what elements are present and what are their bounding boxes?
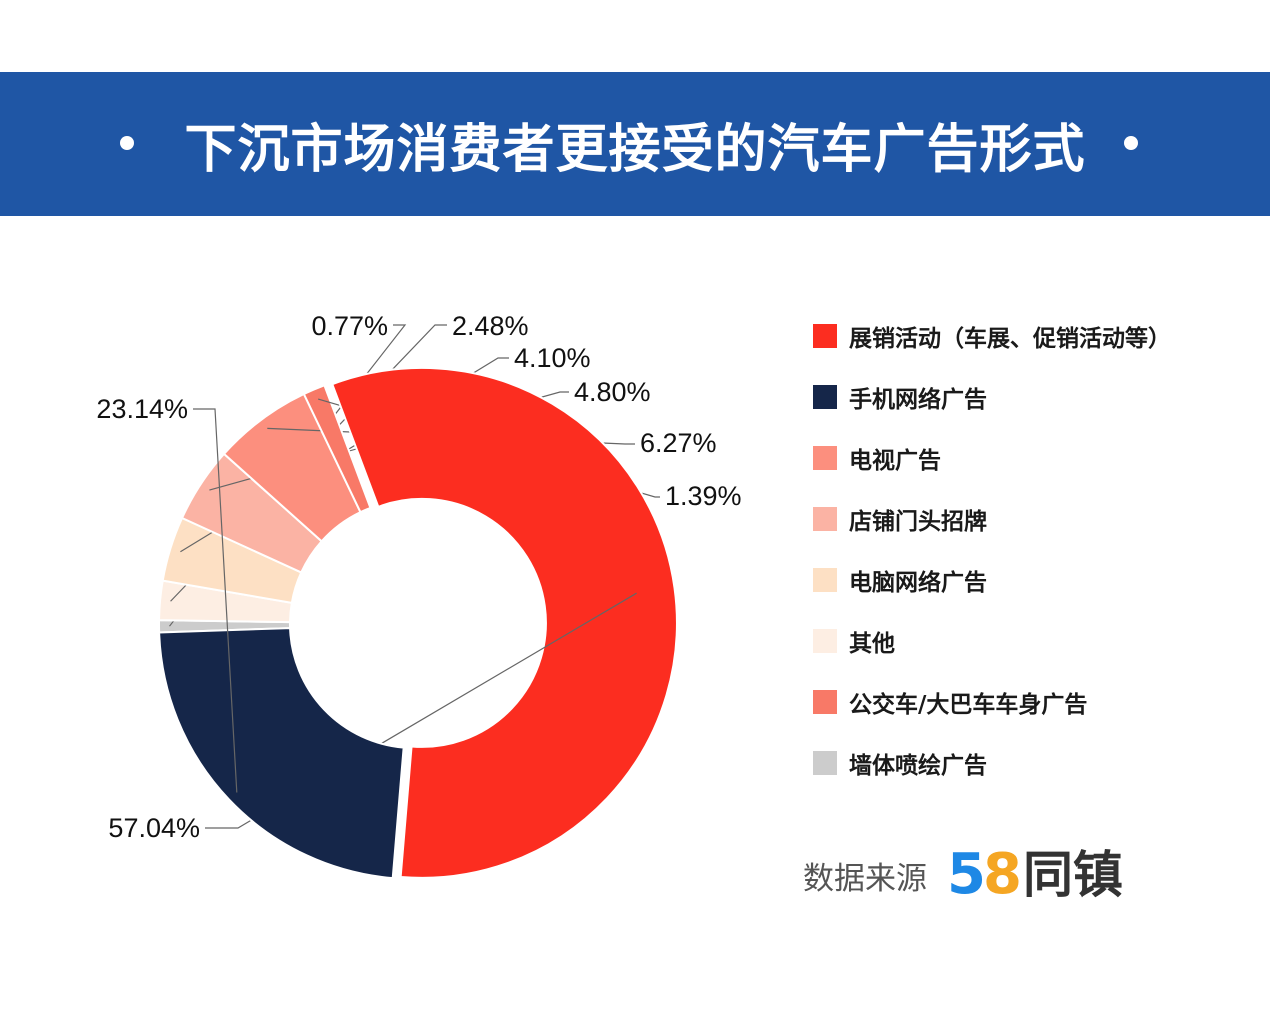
legend-item: 墙体喷绘广告 [813,732,1171,793]
logo-digit-5: 5 [947,842,986,907]
legend-label: 电视广告 [849,447,941,474]
legend-item: 其他 [813,610,1171,671]
legend-label: 电脑网络广告 [849,569,987,596]
data-label: 57.04% [108,813,200,843]
chart-legend: 展销活动（车展、促销活动等） 手机网络广告 电视广告店铺门头招牌 电脑网络广告 其他公交… [813,305,1171,793]
source-label: 数据来源 [803,860,927,897]
data-label: 4.10% [514,343,591,373]
legend-item: 店铺门头招牌 [813,488,1171,549]
legend-label: 其他 [849,630,895,657]
pie-slice [331,366,678,879]
data-label: 4.80% [574,377,651,407]
legend-item: 电视广告 [813,427,1171,488]
legend-swatch [813,445,837,470]
legend-label: 手机网络广告 [849,386,987,413]
legend-swatch [813,506,837,531]
pie-slice [302,383,372,514]
legend-label: 店铺门头招牌 [849,508,987,535]
legend-swatch [813,628,837,653]
legend-swatch [813,750,837,775]
legend-swatch [813,689,837,714]
logo-text: 同镇 [1022,846,1123,904]
bullet-dot-left [120,136,134,150]
legend-item: 展销活动（车展、促销活动等） [813,305,1171,366]
bullet-dot-right [1124,136,1138,150]
legend-item: 手机网络广告 [813,366,1171,427]
data-label: 2.48% [452,311,529,341]
leader-line [205,592,637,829]
legend-item: 电脑网络广告 [813,549,1171,610]
legend-label: 展销活动（车展、促销活动等） [849,325,1171,352]
legend-swatch [813,384,837,409]
data-label: 23.14% [96,394,188,424]
legend-label: 公交车/大巴车车身广告 [849,691,1088,718]
leader-line [193,408,238,793]
logo-number: 58 [947,847,1022,903]
legend-swatch [813,323,837,348]
data-label: 6.27% [640,428,717,458]
logo-digit-8: 8 [982,842,1022,907]
brand-logo: 58 同镇 [947,847,1123,903]
pie-slice [158,627,405,880]
legend-label: 墙体喷绘广告 [849,752,987,779]
legend-swatch [813,567,837,592]
data-label: 1.39% [665,481,742,511]
data-source: 数据来源 58 同镇 [803,842,1123,908]
data-label: 0.77% [311,311,388,341]
legend-item: 公交车/大巴车车身广告 [813,671,1171,732]
title-banner: 下沉市场消费者更接受的汽车广告形式 [0,72,1270,216]
page-title: 下沉市场消费者更接受的汽车广告形式 [184,119,1086,180]
